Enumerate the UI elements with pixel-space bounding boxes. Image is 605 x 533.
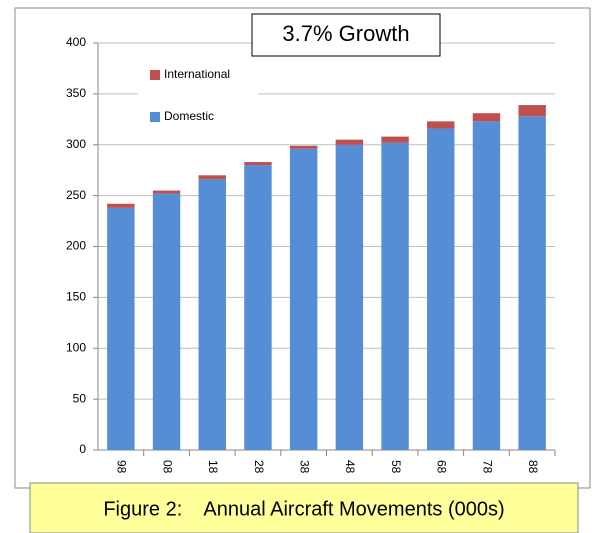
bar-segment [518, 116, 546, 450]
x-tick-label: 28 [252, 460, 266, 474]
y-tick-label: 250 [66, 188, 86, 202]
y-tick-label: 200 [66, 239, 86, 253]
bar-segment [427, 128, 455, 450]
y-tick-label: 300 [66, 137, 86, 151]
x-tick-label: 78 [480, 460, 494, 474]
x-tick-label: 88 [526, 460, 540, 474]
bar-segment [152, 190, 181, 194]
y-tick-label: 150 [66, 290, 86, 304]
legend-swatch [150, 112, 160, 122]
legend-swatch [150, 70, 160, 80]
annotation-box [251, 13, 441, 57]
x-tick-label: 08 [160, 460, 174, 474]
annotation: 3.7% Growth [282, 21, 409, 46]
bar-segment [518, 105, 546, 117]
bar-segment [244, 162, 272, 166]
x-tick-label: 98 [115, 460, 129, 474]
x-tick-label: 48 [343, 460, 357, 474]
bar-segment [198, 179, 226, 450]
legend-label: International [164, 67, 230, 81]
bar-segment [472, 113, 501, 122]
bar-segment [198, 175, 226, 180]
bar-segment [381, 142, 409, 450]
x-tick-label: 58 [389, 460, 403, 474]
legend-label: Domestic [164, 109, 214, 123]
x-tick-label: 18 [206, 460, 220, 474]
bar-segment [427, 121, 455, 129]
y-tick-label: 350 [66, 86, 86, 100]
y-tick-label: 50 [73, 391, 87, 405]
bar-segment [244, 165, 272, 450]
bar-segment [335, 144, 364, 450]
x-tick-label: 68 [435, 460, 449, 474]
caption: Figure 2: Annual Aircraft Movements (000… [103, 498, 504, 520]
caption-box [29, 482, 579, 533]
bar-segment [289, 148, 318, 450]
y-tick-label: 0 [79, 442, 86, 456]
bar-segment [152, 193, 181, 450]
bar-segment [381, 136, 409, 143]
bar-segment [335, 139, 364, 145]
bar-segment [107, 203, 135, 208]
bar-segment [289, 145, 318, 149]
x-tick-label: 38 [297, 460, 311, 474]
bar-segment [472, 121, 501, 450]
y-tick-label: 100 [66, 340, 86, 354]
bar-segment [107, 207, 135, 450]
y-tick-label: 400 [66, 35, 86, 49]
